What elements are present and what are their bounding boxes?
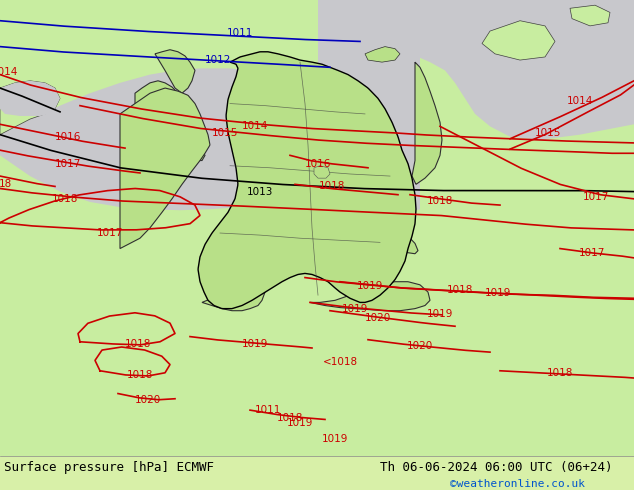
Text: 1017: 1017 (97, 228, 123, 238)
Text: 1018: 1018 (125, 339, 151, 349)
Polygon shape (0, 81, 60, 135)
Polygon shape (202, 282, 265, 311)
Text: 1014: 1014 (242, 122, 268, 131)
Text: 1011: 1011 (227, 28, 253, 38)
Polygon shape (0, 0, 634, 456)
Text: 1014: 1014 (567, 97, 593, 106)
Text: 1011: 1011 (255, 405, 281, 415)
Text: 1019: 1019 (357, 281, 383, 291)
Text: Surface pressure [hPa] ECMWF: Surface pressure [hPa] ECMWF (4, 461, 214, 474)
Text: 1020: 1020 (407, 341, 433, 351)
Polygon shape (412, 62, 442, 184)
Polygon shape (365, 47, 400, 62)
Text: 1016: 1016 (55, 132, 81, 142)
Text: ©weatheronline.co.uk: ©weatheronline.co.uk (450, 479, 585, 489)
Text: 1019: 1019 (427, 309, 453, 319)
Polygon shape (0, 456, 634, 490)
Polygon shape (120, 88, 210, 248)
Polygon shape (312, 221, 418, 254)
Text: 1015: 1015 (535, 127, 561, 138)
Polygon shape (0, 81, 60, 116)
Polygon shape (198, 52, 416, 309)
Text: 1016: 1016 (305, 159, 331, 169)
Text: 1019: 1019 (242, 339, 268, 349)
Polygon shape (135, 81, 195, 150)
Text: 1018: 1018 (277, 414, 303, 423)
Text: 1019: 1019 (322, 434, 348, 444)
Polygon shape (0, 0, 322, 210)
Text: 1019: 1019 (485, 288, 511, 298)
Text: 1019: 1019 (287, 417, 313, 428)
Polygon shape (570, 5, 610, 26)
Text: 18: 18 (0, 179, 11, 189)
Polygon shape (318, 0, 420, 212)
Text: 1017: 1017 (579, 248, 605, 258)
Text: 1018: 1018 (547, 368, 573, 378)
Text: 1015: 1015 (212, 127, 238, 138)
Text: <1018: <1018 (323, 358, 358, 368)
Text: 1018: 1018 (127, 370, 153, 380)
Text: 1020: 1020 (135, 395, 161, 405)
Polygon shape (192, 145, 205, 161)
Text: 1014: 1014 (0, 68, 18, 77)
Text: 1018: 1018 (447, 285, 473, 295)
Text: 1017: 1017 (583, 192, 609, 202)
Polygon shape (482, 21, 555, 60)
Text: 1012: 1012 (205, 55, 231, 65)
Text: 1018: 1018 (319, 181, 345, 192)
Polygon shape (155, 49, 195, 93)
Polygon shape (322, 0, 634, 212)
Text: 1020: 1020 (365, 313, 391, 323)
Text: 1019: 1019 (342, 304, 368, 314)
Polygon shape (314, 166, 330, 178)
Polygon shape (310, 282, 430, 311)
Text: Th 06-06-2024 06:00 UTC (06+24): Th 06-06-2024 06:00 UTC (06+24) (380, 461, 612, 474)
Text: 1013: 1013 (247, 187, 273, 196)
Text: 1018: 1018 (427, 196, 453, 206)
Text: 1017: 1017 (55, 159, 81, 169)
Text: 1018: 1018 (52, 194, 78, 204)
